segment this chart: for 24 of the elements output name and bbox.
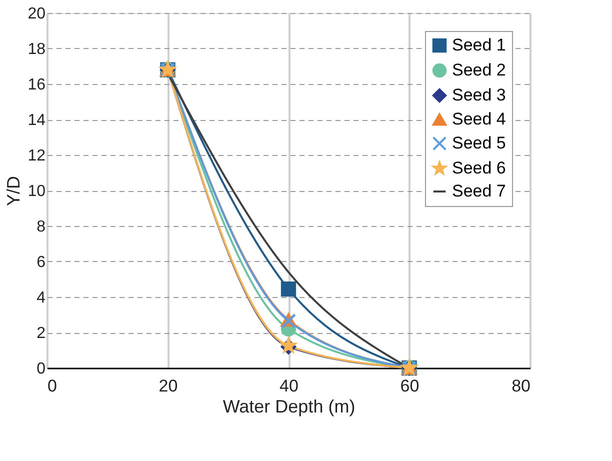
y-axis-title: Y/D [4,176,24,206]
legend-label: Seed 1 [452,36,506,54]
y-tick-label: 14 [28,112,46,129]
y-tick-label: 6 [36,254,46,271]
legend-label: Seed 5 [452,134,506,152]
legend-label: Seed 2 [452,60,506,80]
x-tick-label: 80 [512,376,530,396]
y-tick-label: 20 [28,6,46,22]
x-tick-label: 60 [400,376,420,396]
legend-label: Seed 7 [452,182,506,200]
y-tick-label: 2 [36,325,46,342]
y-tick-label: 8 [36,218,46,236]
legend-label: Seed 6 [452,158,506,178]
y-tick-label: 0 [36,360,46,378]
x-axis-title: Water Depth (m) [222,396,356,416]
y-tick-label: 18 [28,41,46,58]
y-tick-label: 10 [28,183,46,200]
y-tick-label: 4 [36,290,46,306]
x-tick-label: 20 [158,376,178,396]
y-tick-label: 16 [28,76,46,94]
x-tick-label: 40 [280,376,298,396]
legend-label: Seed 3 [452,86,506,104]
y-tick-label: 12 [28,148,46,164]
legend-label: Seed 4 [452,110,506,128]
